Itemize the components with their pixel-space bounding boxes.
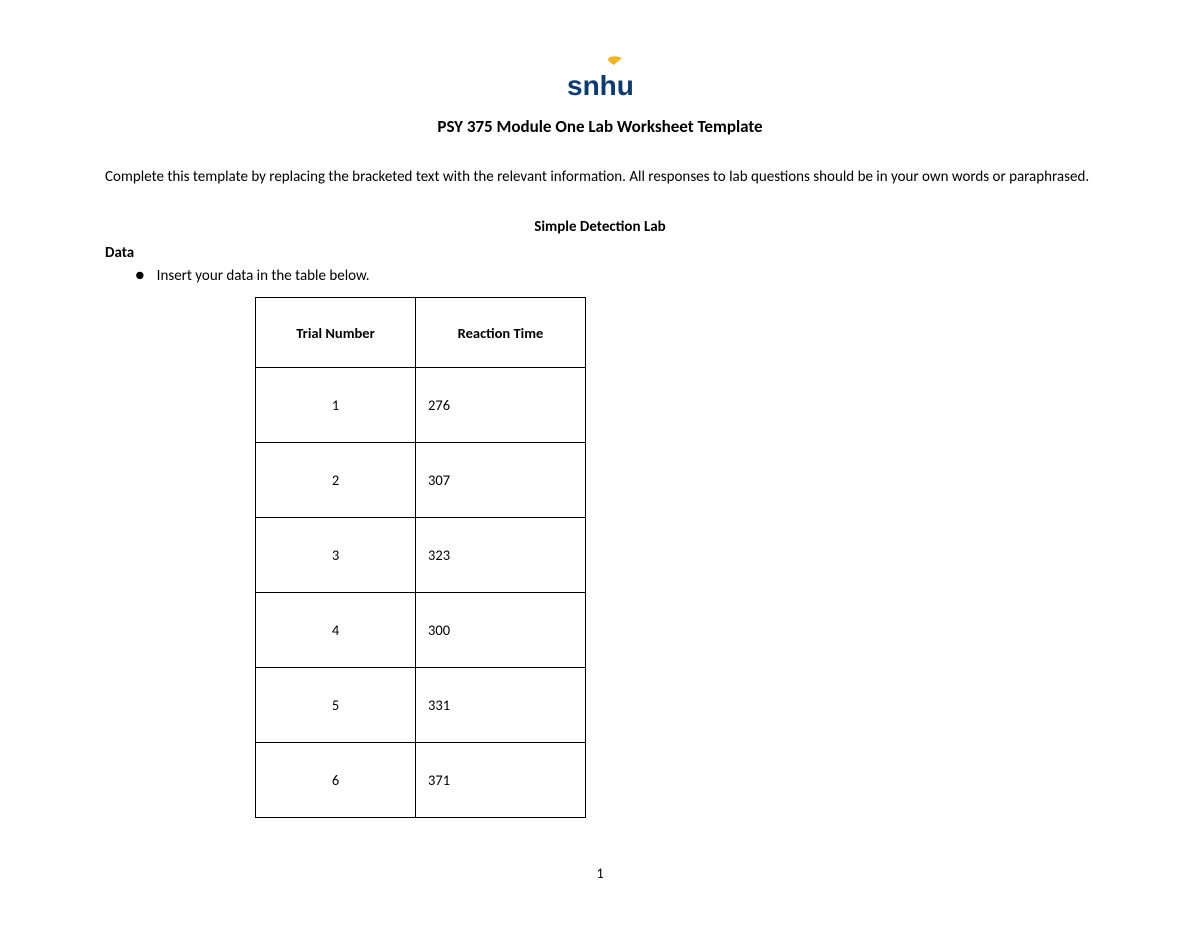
table-row: 4 300 [256, 593, 586, 668]
column-header-trial: Trial Number [256, 298, 416, 368]
document-page: snhu PSY 375 Module One Lab Worksheet Te… [0, 0, 1200, 858]
document-title: PSY 375 Module One Lab Worksheet Templat… [105, 116, 1095, 137]
cell-time: 307 [416, 443, 586, 518]
table-row: 5 331 [256, 668, 586, 743]
bullet-icon: ● [135, 266, 145, 285]
column-header-time: Reaction Time [416, 298, 586, 368]
cell-trial: 5 [256, 668, 416, 743]
cell-trial: 2 [256, 443, 416, 518]
bullet-text: Insert your data in the table below. [157, 267, 370, 285]
cell-trial: 1 [256, 368, 416, 443]
cell-time: 323 [416, 518, 586, 593]
table-row: 1 276 [256, 368, 586, 443]
cell-trial: 6 [256, 743, 416, 818]
data-label: Data [105, 244, 1095, 262]
instructions-text: Complete this template by replacing the … [105, 167, 1095, 188]
section-title: Simple Detection Lab [105, 218, 1095, 236]
logo-container: snhu [105, 55, 1095, 106]
page-number: 1 [0, 865, 1200, 882]
svg-text:snhu: snhu [567, 70, 634, 101]
cell-time: 331 [416, 668, 586, 743]
cell-time: 276 [416, 368, 586, 443]
snhu-logo: snhu [560, 55, 640, 106]
table-row: 3 323 [256, 518, 586, 593]
table-row: 2 307 [256, 443, 586, 518]
data-table: Trial Number Reaction Time 1 276 2 307 3… [255, 297, 586, 818]
cell-trial: 4 [256, 593, 416, 668]
cell-time: 371 [416, 743, 586, 818]
cell-trial: 3 [256, 518, 416, 593]
cell-time: 300 [416, 593, 586, 668]
table-row: 6 371 [256, 743, 586, 818]
table-header-row: Trial Number Reaction Time [256, 298, 586, 368]
bullet-item: ● Insert your data in the table below. [135, 266, 1095, 285]
